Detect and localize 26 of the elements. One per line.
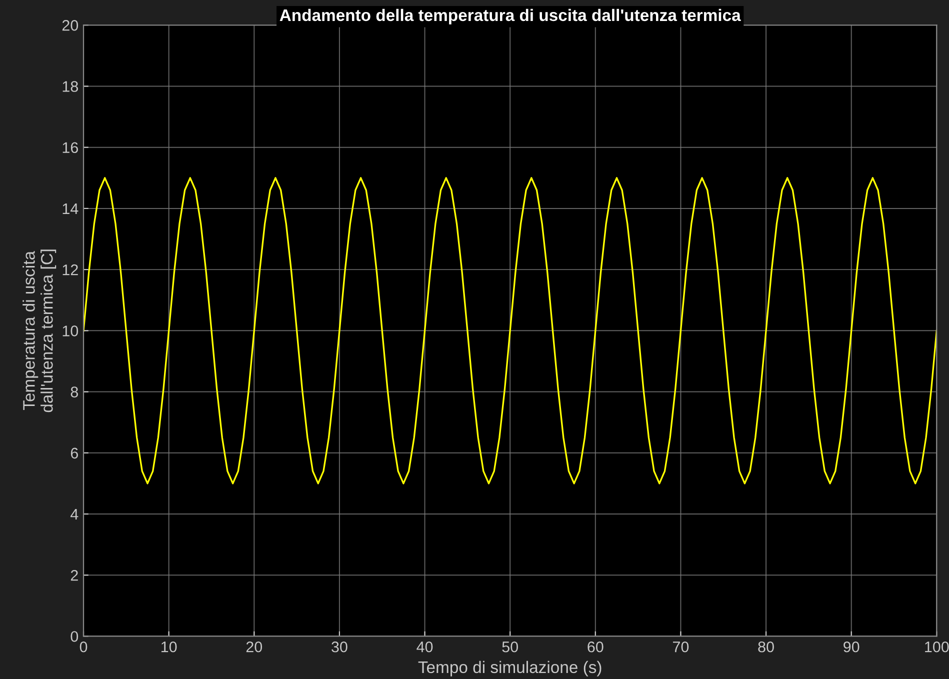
x-tick-label: 90 (844, 641, 860, 652)
x-tick-label: 0 (80, 641, 88, 652)
y-tick-label: 14 (62, 203, 78, 214)
x-tick-label: 50 (502, 641, 518, 652)
y-tick-label: 16 (62, 142, 78, 154)
x-tick-label: 40 (416, 641, 433, 652)
x-tick-label: 70 (673, 641, 689, 652)
y-tick-label: 12 (62, 264, 78, 276)
line-series (84, 177, 937, 484)
x-tick-label: 30 (332, 641, 348, 652)
x-axis-title: Tempo di simulazione (s) (418, 660, 602, 676)
y-axis-title: Temperatura di uscita dall'utenza termica [C] (22, 250, 56, 412)
y-tick-label: 20 (62, 20, 78, 31)
x-tick-label: 60 (588, 641, 604, 652)
y-tick-label: 8 (70, 386, 78, 398)
x-tick-label: 100 (925, 641, 949, 652)
y-tick-label: 6 (70, 448, 78, 459)
y-tick-label: 10 (62, 326, 78, 336)
y-tick-label: 2 (70, 570, 78, 581)
y-tick-label: 0 (70, 631, 78, 642)
chart-title: Andamento della temperatura di uscita dall'utenza termica (280, 8, 741, 24)
x-tick-label: 80 (758, 641, 774, 652)
y-tick-label: 18 (62, 81, 78, 92)
y-tick-label: 4 (70, 509, 78, 520)
x-tick-label: 20 (246, 641, 262, 652)
x-tick-label: 10 (161, 641, 177, 652)
